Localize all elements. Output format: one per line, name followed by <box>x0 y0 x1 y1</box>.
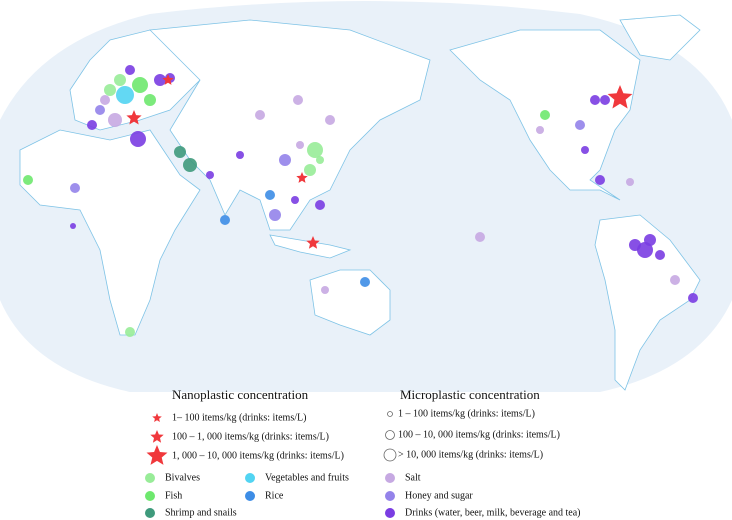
sample-point <box>321 286 329 294</box>
sample-point <box>360 277 370 287</box>
sample-point <box>307 142 323 158</box>
sample-point <box>70 223 76 229</box>
microplastic-label: > 10, 000 items/kg (drinks: items/L) <box>398 449 543 460</box>
category-label: Fish <box>165 490 182 501</box>
sample-point <box>114 74 126 86</box>
nanoplastic-symbol <box>146 445 168 465</box>
sample-point <box>626 178 634 186</box>
sample-point <box>125 327 135 337</box>
sample-point <box>595 175 605 185</box>
sample-point <box>315 200 325 210</box>
sample-point <box>269 209 281 221</box>
sample-point <box>23 175 33 185</box>
nanoplastic-star <box>306 236 320 249</box>
microplastic-symbol <box>387 411 393 417</box>
sample-point <box>536 126 544 134</box>
sample-point <box>590 95 600 105</box>
map <box>0 1 732 392</box>
sample-point <box>655 250 665 260</box>
category-swatch <box>145 491 155 501</box>
category-swatch <box>145 473 155 483</box>
category-swatch <box>385 508 395 518</box>
category-label: Drinks (water, beer, milk, beverage and … <box>405 507 581 518</box>
nanoplastic-symbol <box>150 430 164 443</box>
category-swatch <box>245 473 255 483</box>
sample-point <box>475 232 485 242</box>
nanoplastic-star <box>162 74 174 85</box>
sample-point <box>304 164 316 176</box>
sample-point <box>130 131 146 147</box>
sample-point <box>132 77 148 93</box>
sample-point <box>70 183 80 193</box>
sample-point <box>644 234 656 246</box>
legend: Nanoplastic concentration Microplastic c… <box>145 387 581 518</box>
sample-point <box>316 156 324 164</box>
sample-point <box>581 146 589 154</box>
microplastic-label: 100 – 10, 000 items/kg (drinks: items/L) <box>398 429 560 440</box>
sample-point <box>688 293 698 303</box>
sample-point <box>575 120 585 130</box>
nanoplastic-symbol <box>152 413 162 422</box>
sample-point <box>108 113 122 127</box>
sample-point <box>255 110 265 120</box>
category-label: Bivalves <box>165 472 200 483</box>
sample-point <box>291 196 299 204</box>
sample-point <box>325 115 335 125</box>
sample-point <box>100 95 110 105</box>
category-swatch <box>145 508 155 518</box>
sample-point <box>87 120 97 130</box>
category-label: Vegetables and fruits <box>265 472 349 483</box>
nanoplastic-label: 1, 000 – 10, 000 items/kg (drinks: items… <box>172 450 344 461</box>
sample-point <box>296 141 304 149</box>
category-label: Salt <box>405 472 421 483</box>
sample-point <box>183 158 197 172</box>
category-swatch <box>385 491 395 501</box>
nanoplastic-title: Nanoplastic concentration <box>172 387 309 402</box>
nanoplastic-star <box>296 172 308 183</box>
sample-point <box>637 242 653 258</box>
category-swatch <box>245 491 255 501</box>
sample-point <box>600 95 610 105</box>
microplastic-symbol <box>383 448 397 462</box>
south-america <box>594 214 701 391</box>
greenland <box>619 14 701 61</box>
nanoplastic-star <box>126 110 142 125</box>
sample-point <box>174 146 186 158</box>
sample-point <box>144 94 156 106</box>
sample-point <box>265 190 275 200</box>
sample-point <box>116 86 134 104</box>
category-label: Honey and sugar <box>405 490 473 501</box>
sample-point <box>95 105 105 115</box>
sample-point <box>279 154 291 166</box>
nanoplastic-label: 1– 100 items/kg (drinks: items/L) <box>172 412 306 423</box>
nanoplastic-label: 100 – 1, 000 items/kg (drinks: items/L) <box>172 431 329 442</box>
category-label: Shrimp and snails <box>165 507 237 518</box>
australia <box>309 269 391 336</box>
sample-point <box>125 65 135 75</box>
sample-point <box>104 84 116 96</box>
sample-point <box>220 215 230 225</box>
sample-point <box>206 171 214 179</box>
sample-point <box>670 275 680 285</box>
sample-point <box>293 95 303 105</box>
nanoplastic-star <box>607 85 633 109</box>
sample-point <box>154 74 166 86</box>
sample-points <box>23 65 698 337</box>
sample-point <box>540 110 550 120</box>
category-label: Rice <box>265 490 284 501</box>
microplastic-title: Microplastic concentration <box>400 387 540 402</box>
microplastic-label: 1 – 100 items/kg (drinks: items/L) <box>398 408 535 419</box>
microplastic-symbol <box>385 430 395 440</box>
sample-point <box>236 151 244 159</box>
category-swatch <box>385 473 395 483</box>
